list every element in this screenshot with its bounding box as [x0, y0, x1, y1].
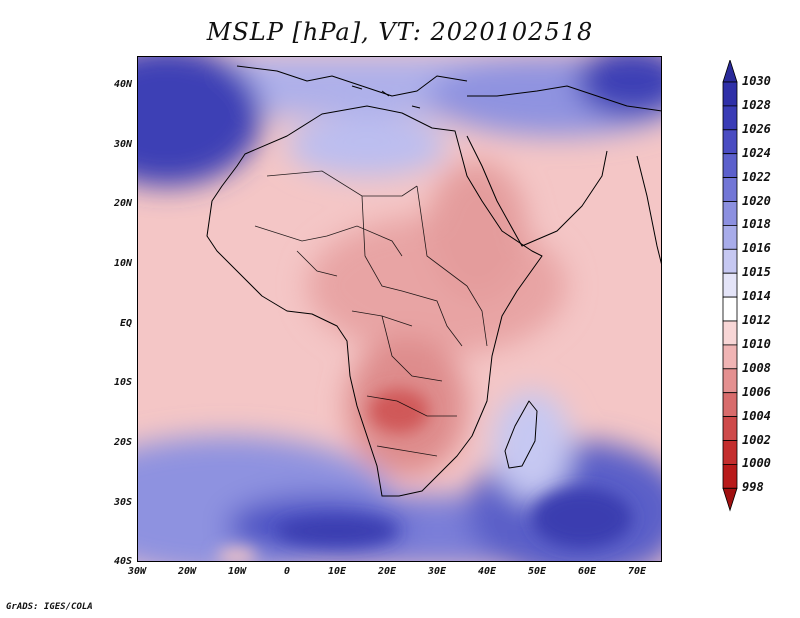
lon-label-10w: 10W: [227, 566, 247, 577]
colorbar-swatch: [722, 201, 738, 226]
colorbar-scale: [722, 58, 738, 512]
mediterranean-islands: [351, 85, 421, 109]
colorbar-label: 1012: [742, 313, 771, 327]
colorbar-swatch: [722, 344, 738, 370]
colorbar-swatch: [722, 105, 738, 131]
colorbar-swatch: [722, 296, 738, 322]
subtropical-warm-spot: [217, 548, 257, 562]
colorbar-label: 1014: [742, 289, 771, 304]
north-atlantic-high: [137, 56, 262, 186]
lon-label-0: 0: [283, 566, 291, 577]
colorbar-swatch: [722, 153, 738, 178]
colorbar-label: 1015: [742, 265, 771, 280]
colorbar-swatch: [722, 392, 738, 418]
lat-label-30s: 30S: [113, 497, 132, 508]
colorbar-label: 1022: [742, 169, 771, 184]
lon-label-40e: 40E: [477, 566, 497, 577]
colorbar-swatch: [722, 416, 738, 441]
colorbar-label: 1026: [742, 121, 771, 136]
colorbar-label: 998: [742, 480, 764, 495]
colorbar-top-arrow: [722, 58, 738, 83]
colorbar-swatch: [722, 81, 738, 107]
india-coast: [636, 155, 662, 267]
indian-ocean-deep-core: [532, 488, 632, 548]
lat-label-40n: 40N: [113, 79, 132, 90]
colorbar-swatch: [722, 368, 738, 394]
colorbar-label: 1020: [742, 193, 771, 208]
colorbar-label: 1008: [742, 360, 771, 375]
map-border: [137, 56, 662, 562]
lat-label-30n: 30N: [113, 139, 132, 150]
lon-label-60e: 60E: [577, 566, 597, 577]
africa-coastline: [206, 105, 543, 497]
southern-africa-low-core: [369, 389, 429, 433]
middle-east-coastline: [467, 85, 662, 112]
map-title: MSLP [hPa], VT: 2020102518: [206, 18, 594, 46]
south-atlantic-deep-core: [277, 517, 397, 545]
lon-label-30e: 30E: [427, 566, 447, 577]
lon-label-70e: 70E: [627, 566, 647, 577]
sahara-high: [287, 116, 447, 176]
colorbar-label: 1024: [742, 145, 771, 160]
colorbar-label: 1028: [742, 97, 771, 112]
country-borders: [254, 170, 488, 457]
colorbar-swatch: [722, 248, 738, 274]
colorbar-swatch: [722, 129, 738, 155]
colorbar-label: 1006: [742, 384, 771, 399]
colorbar-swatch: [722, 272, 738, 298]
lat-label-eq: EQ: [119, 318, 132, 329]
lat-label-20n: 20N: [113, 198, 132, 209]
lon-label-20w: 20W: [177, 566, 197, 577]
lon-label-20e: 20E: [377, 566, 397, 577]
europe-coastline: [236, 65, 468, 97]
colorbar-legend: 1030 1028 1026 1024 1022 1020 1018 1016 1015 1014…: [722, 58, 800, 560]
colorbar-bottom-arrow: [722, 487, 738, 512]
lat-label-20s: 20S: [113, 437, 132, 448]
east-africa-trough: [427, 161, 527, 301]
lat-label-10n: 10N: [113, 258, 132, 269]
pressure-map: [137, 56, 662, 562]
colorbar-label: 1000: [742, 456, 771, 471]
arabian-peninsula-coast: [466, 135, 608, 247]
colorbar-label: 1030: [742, 74, 771, 88]
central-asia-high: [577, 56, 662, 116]
lon-label-30w: 30W: [127, 566, 147, 577]
lat-label-10s: 10S: [113, 377, 132, 388]
colorbar-label: 1004: [742, 408, 771, 423]
credit-text: GrADS: IGES/COLA: [6, 602, 93, 612]
lon-label-10e: 10E: [327, 566, 347, 577]
colorbar-swatch: [722, 224, 738, 250]
colorbar-swatch: [722, 320, 738, 346]
colorbar-swatch: [722, 463, 738, 489]
lon-label-50e: 50E: [527, 566, 547, 577]
colorbar-label: 1010: [742, 336, 771, 351]
lat-label-40s: 40S: [113, 556, 132, 567]
colorbar-swatch: [722, 440, 738, 465]
colorbar-swatch: [722, 177, 738, 202]
colorbar-label: 1016: [742, 241, 771, 256]
madagascar: [504, 400, 538, 469]
colorbar-label: 1018: [742, 217, 771, 232]
colorbar-label: 1002: [742, 432, 771, 447]
